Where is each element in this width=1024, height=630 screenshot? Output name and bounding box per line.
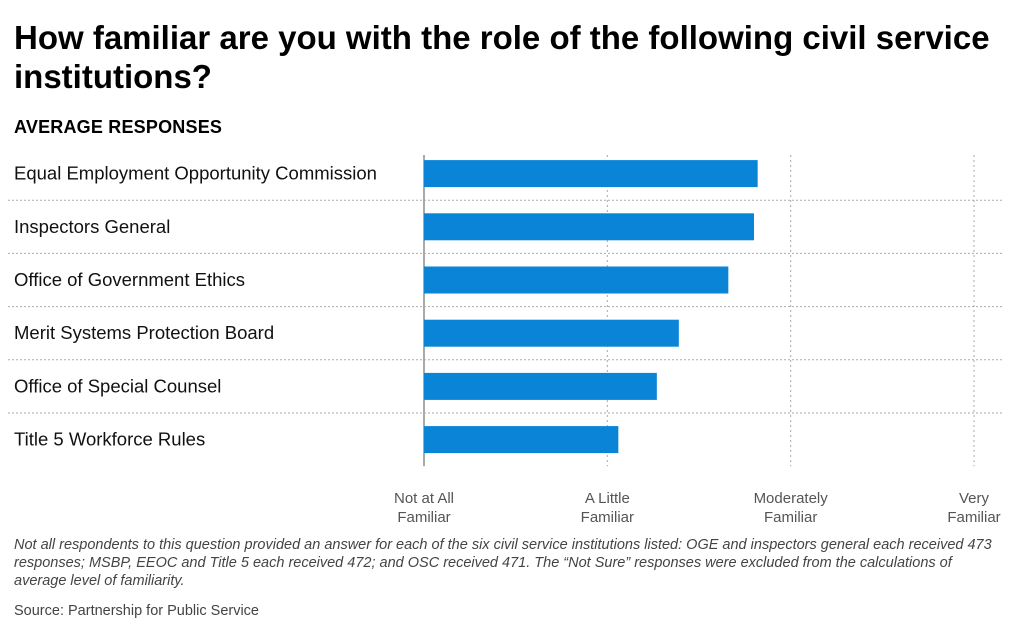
bar: [424, 426, 619, 454]
chart-title: How familiar are you with the role of th…: [14, 19, 990, 95]
bar: [424, 160, 758, 188]
category-label: Merit Systems Protection Board: [14, 322, 274, 343]
x-tick-label: Very Familiar: [947, 490, 1000, 526]
category-label: Title 5 Workforce Rules: [14, 429, 205, 450]
chart-subtitle: AVERAGE RESPONSES: [14, 117, 223, 137]
category-label: Office of Special Counsel: [14, 375, 221, 396]
x-tick-label: Moderately Familiar: [754, 490, 829, 526]
source-note: Source: Partnership for Public Service: [14, 603, 259, 619]
category-label: Equal Employment Opportunity Commission: [14, 163, 377, 184]
category-label: Inspectors General: [14, 216, 170, 237]
bar-chart: Equal Employment Opportunity Commission I…: [8, 155, 1004, 526]
footnote: Not all respondents to this question pro…: [14, 537, 992, 589]
bar: [424, 319, 679, 347]
x-tick-label: Not at All Familiar: [394, 490, 454, 526]
bar: [424, 213, 754, 241]
bar: [424, 266, 729, 294]
category-label: Office of Government Ethics: [14, 269, 245, 290]
bar: [424, 372, 657, 400]
x-tick-label: A Little Familiar: [581, 490, 634, 526]
